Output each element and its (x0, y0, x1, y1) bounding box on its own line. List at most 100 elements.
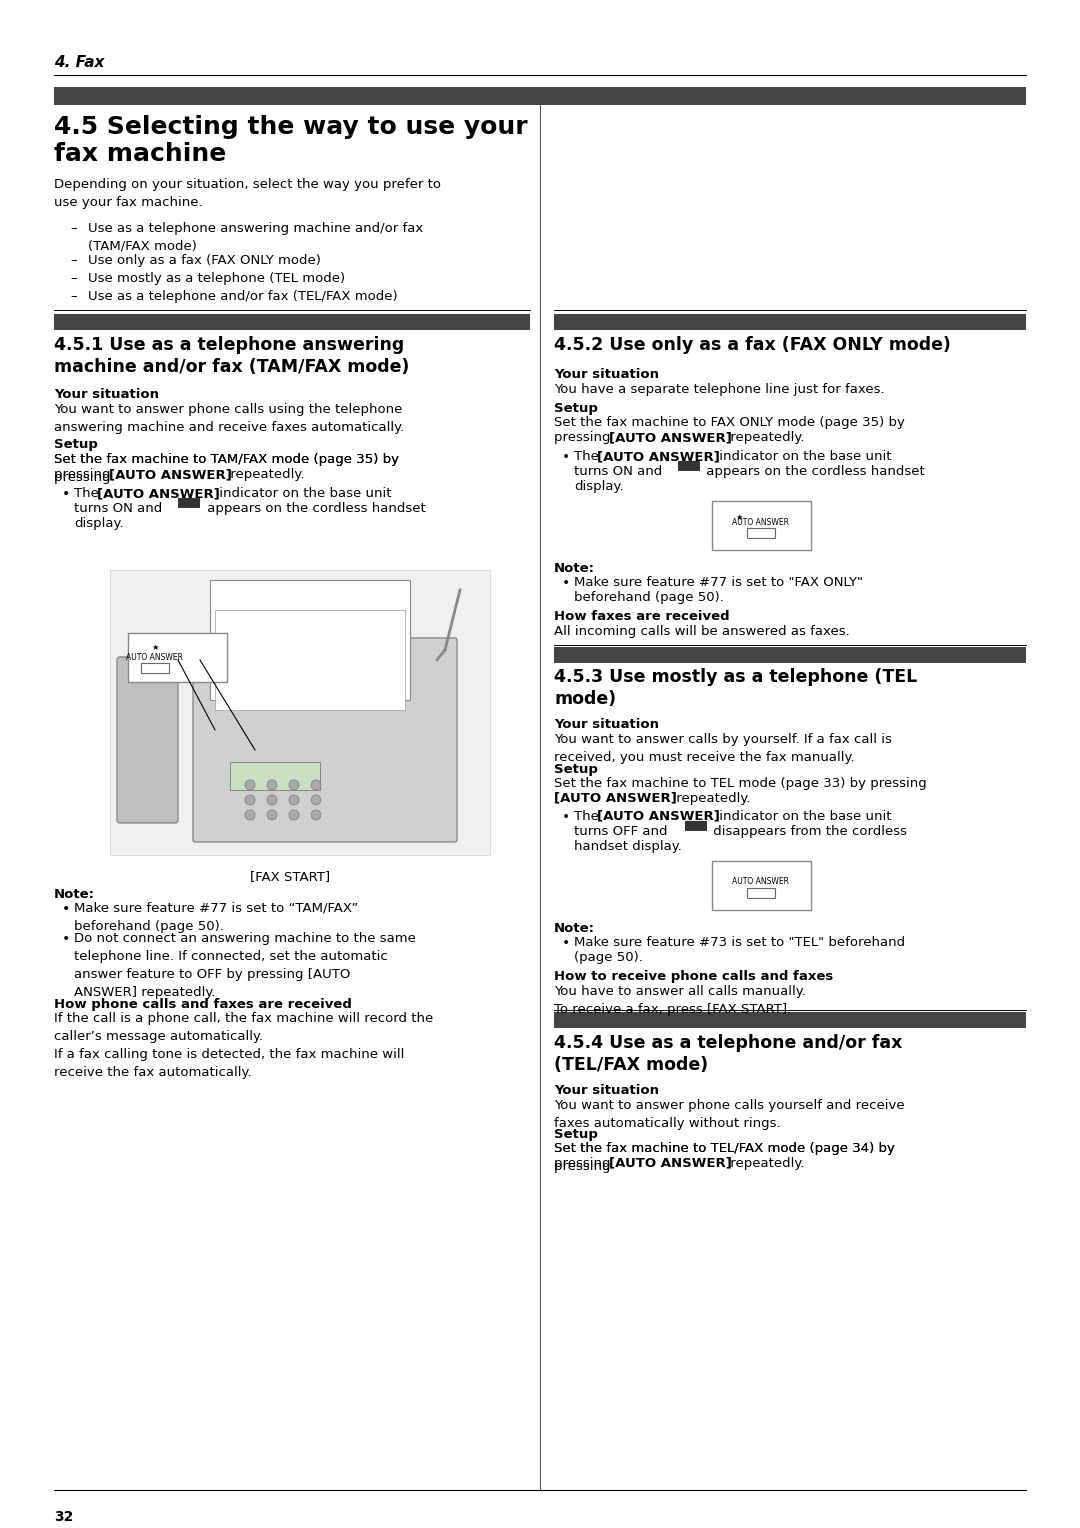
Text: 32: 32 (54, 1510, 73, 1523)
Text: Your situation: Your situation (554, 718, 659, 730)
Text: Use mostly as a telephone (TEL mode): Use mostly as a telephone (TEL mode) (87, 272, 346, 286)
Circle shape (267, 795, 276, 805)
Text: The: The (573, 449, 603, 463)
Text: (TEL/FAX mode): (TEL/FAX mode) (554, 1056, 708, 1074)
Text: Do not connect an answering machine to the same
telephone line. If connected, se: Do not connect an answering machine to t… (75, 932, 416, 999)
Circle shape (311, 795, 321, 805)
Text: [AUTO ANSWER]: [AUTO ANSWER] (609, 431, 732, 445)
Text: repeatedly.: repeatedly. (672, 792, 751, 805)
Text: Use only as a fax (FAX ONLY mode): Use only as a fax (FAX ONLY mode) (87, 254, 321, 267)
Circle shape (289, 795, 299, 805)
Circle shape (245, 779, 255, 790)
Text: You have a separate telephone line just for faxes.: You have a separate telephone line just … (554, 384, 885, 396)
Text: •: • (562, 937, 570, 950)
FancyBboxPatch shape (117, 657, 178, 824)
Text: 4.5.1 Use as a telephone answering: 4.5.1 Use as a telephone answering (54, 336, 404, 354)
Text: –: – (70, 254, 77, 267)
Text: Use as a telephone and/or fax (TEL/FAX mode): Use as a telephone and/or fax (TEL/FAX m… (87, 290, 397, 303)
Text: indicator on the base unit: indicator on the base unit (715, 449, 891, 463)
FancyBboxPatch shape (141, 663, 168, 672)
Text: Setup: Setup (554, 1128, 598, 1141)
Text: turns OFF and: turns OFF and (573, 825, 672, 837)
Text: –: – (70, 290, 77, 303)
Bar (554, 1012, 1026, 1028)
Text: repeatedly.: repeatedly. (726, 431, 805, 445)
Bar (554, 646, 1026, 663)
FancyBboxPatch shape (747, 529, 775, 538)
Circle shape (267, 810, 276, 821)
Text: How faxes are received: How faxes are received (554, 610, 730, 623)
Bar (554, 313, 1026, 330)
Text: Set the fax machine to TAM/FAX mode (page 35) by
pressing: Set the fax machine to TAM/FAX mode (pag… (54, 452, 399, 484)
Text: Set the fax machine to TAM/FAX mode (page 35) by: Set the fax machine to TAM/FAX mode (pag… (54, 452, 399, 466)
Text: All incoming calls will be answered as faxes.: All incoming calls will be answered as f… (554, 625, 850, 639)
Text: Depending on your situation, select the way you prefer to
use your fax machine.: Depending on your situation, select the … (54, 177, 441, 209)
Text: AUTO ANSWER: AUTO ANSWER (732, 877, 789, 886)
Text: indicator on the base unit: indicator on the base unit (715, 810, 891, 824)
FancyBboxPatch shape (678, 461, 700, 471)
Text: disappears from the cordless: disappears from the cordless (708, 825, 907, 837)
Text: [AUTO ANSWER]: [AUTO ANSWER] (97, 487, 220, 500)
Text: AUTO ANSWER: AUTO ANSWER (732, 518, 789, 527)
Bar (110, 570, 490, 856)
Bar (215, 610, 405, 711)
Text: Your situation: Your situation (554, 1083, 659, 1097)
Text: You have to answer all calls manually.
To receive a fax, press [FAX START].: You have to answer all calls manually. T… (554, 986, 806, 1016)
Text: Setup: Setup (554, 762, 598, 776)
Text: [FAX START]: [FAX START] (249, 869, 330, 883)
Text: AUTO ANSWER: AUTO ANSWER (126, 652, 184, 662)
Text: If the call is a phone call, the fax machine will record the
caller’s message au: If the call is a phone call, the fax mac… (54, 1012, 433, 1079)
Text: appears on the cordless handset: appears on the cordless handset (702, 465, 924, 478)
Text: 4.5 Selecting the way to use your: 4.5 Selecting the way to use your (54, 115, 528, 139)
Text: repeatedly.: repeatedly. (226, 468, 305, 481)
FancyBboxPatch shape (193, 639, 457, 842)
Circle shape (267, 779, 276, 790)
Text: Your situation: Your situation (554, 368, 659, 380)
Text: Note:: Note: (554, 921, 595, 935)
FancyBboxPatch shape (129, 633, 227, 681)
Text: •: • (62, 902, 70, 915)
FancyBboxPatch shape (712, 860, 811, 909)
Text: The: The (75, 487, 103, 500)
Text: [AUTO ANSWER]: [AUTO ANSWER] (609, 1157, 732, 1170)
Text: You want to answer phone calls yourself and receive
faxes automatically without : You want to answer phone calls yourself … (554, 1099, 905, 1129)
Text: •: • (62, 932, 70, 946)
Bar (230, 762, 320, 790)
Text: indicator on the base unit: indicator on the base unit (215, 487, 391, 500)
Text: pressing: pressing (54, 468, 114, 481)
Circle shape (289, 779, 299, 790)
Text: •: • (562, 449, 570, 465)
Circle shape (245, 795, 255, 805)
Text: Make sure feature #77 is set to “TAM/FAX”
beforehand (page 50).: Make sure feature #77 is set to “TAM/FAX… (75, 902, 359, 934)
Text: Set the fax machine to FAX ONLY mode (page 35) by: Set the fax machine to FAX ONLY mode (pa… (554, 416, 905, 429)
Text: Note:: Note: (554, 562, 595, 575)
Text: –: – (70, 272, 77, 286)
Text: 4.5.3 Use mostly as a telephone (TEL: 4.5.3 Use mostly as a telephone (TEL (554, 668, 917, 686)
Text: The: The (573, 810, 603, 824)
Text: Set the fax machine to TEL/FAX mode (page 34) by: Set the fax machine to TEL/FAX mode (pag… (554, 1141, 895, 1155)
Text: [AUTO ANSWER]: [AUTO ANSWER] (597, 449, 720, 463)
Bar (210, 581, 410, 700)
Text: •: • (562, 810, 570, 824)
Text: fax machine: fax machine (54, 142, 226, 167)
Text: ★: ★ (735, 513, 743, 523)
Text: •: • (62, 487, 70, 501)
Bar (54, 87, 1026, 105)
Text: [AUTO ANSWER]: [AUTO ANSWER] (597, 810, 720, 824)
Bar (54, 313, 530, 330)
Text: mode): mode) (554, 691, 616, 707)
Text: Set the fax machine to TEL mode (page 33) by pressing: Set the fax machine to TEL mode (page 33… (554, 776, 927, 790)
Text: turns ON and: turns ON and (75, 503, 166, 515)
Text: machine and/or fax (TAM/FAX mode): machine and/or fax (TAM/FAX mode) (54, 358, 409, 376)
FancyBboxPatch shape (712, 501, 811, 550)
FancyBboxPatch shape (747, 888, 775, 898)
Text: repeatedly.: repeatedly. (726, 1157, 805, 1170)
Circle shape (289, 810, 299, 821)
Text: display.: display. (75, 516, 123, 530)
Text: Your situation: Your situation (54, 388, 159, 400)
Text: Use as a telephone answering machine and/or fax
(TAM/FAX mode): Use as a telephone answering machine and… (87, 222, 423, 254)
Text: [AUTO ANSWER]: [AUTO ANSWER] (109, 468, 232, 481)
Text: pressing: pressing (554, 431, 615, 445)
Text: handset display.: handset display. (573, 840, 681, 853)
Text: Set the fax machine to TEL/FAX mode (page 34) by
pressing: Set the fax machine to TEL/FAX mode (pag… (554, 1141, 895, 1174)
